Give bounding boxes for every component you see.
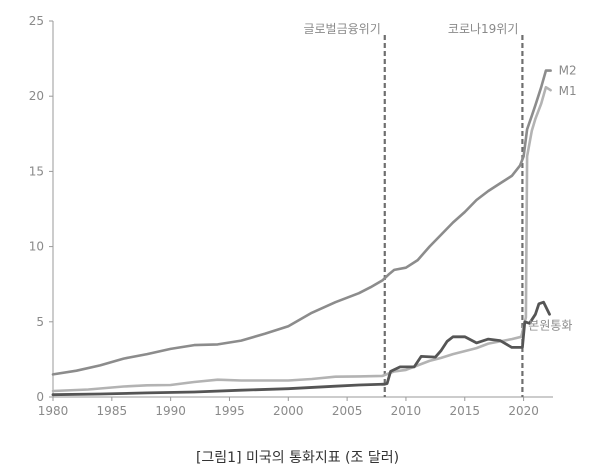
series-labels: M2 M1 본원통화 xyxy=(528,64,576,333)
crisis-label: 글로벌금융위기 xyxy=(303,22,380,36)
series-label: M2 xyxy=(559,64,577,78)
series-line xyxy=(51,85,552,393)
figure-caption: [그림1] 미국의 통화지표 (조 달러) xyxy=(195,450,400,466)
y-tick-label: 15 xyxy=(29,164,44,178)
x-tick-label: 2015 xyxy=(449,404,480,418)
x-tick-label: 1995 xyxy=(214,404,245,418)
x-tick-label: 2000 xyxy=(273,404,304,418)
series-lines xyxy=(51,69,552,397)
y-tick-label: 0 xyxy=(36,390,44,404)
series-label: 본원통화 xyxy=(528,318,572,332)
x-tick-label: 1990 xyxy=(155,404,186,418)
monetary-indicators-chart: 0 5 10 15 20 25 1980 1985 1990 1995 2000 2005 2010 20… xyxy=(29,14,577,418)
crisis-label: 코로나19위기 xyxy=(448,22,518,36)
x-tick-label: 2020 xyxy=(508,404,539,418)
series-line xyxy=(51,69,552,376)
x-tick-label: 2005 xyxy=(332,404,363,418)
y-tick-label: 10 xyxy=(29,240,44,254)
y-tick-label: 25 xyxy=(29,14,44,28)
y-tick-label: 20 xyxy=(29,89,44,103)
x-tick-label: 1985 xyxy=(97,404,128,418)
x-tick-label: 2010 xyxy=(391,404,422,418)
series-line xyxy=(51,300,551,397)
axes: 0 5 10 15 20 25 1980 1985 1990 1995 2000 2005 2010 20… xyxy=(29,14,553,418)
x-tick-label: 1980 xyxy=(38,404,69,418)
series-label: M1 xyxy=(559,84,577,98)
crisis-annotations: 글로벌금융위기 코로나19위기 xyxy=(303,22,524,397)
y-tick-label: 5 xyxy=(36,315,44,329)
